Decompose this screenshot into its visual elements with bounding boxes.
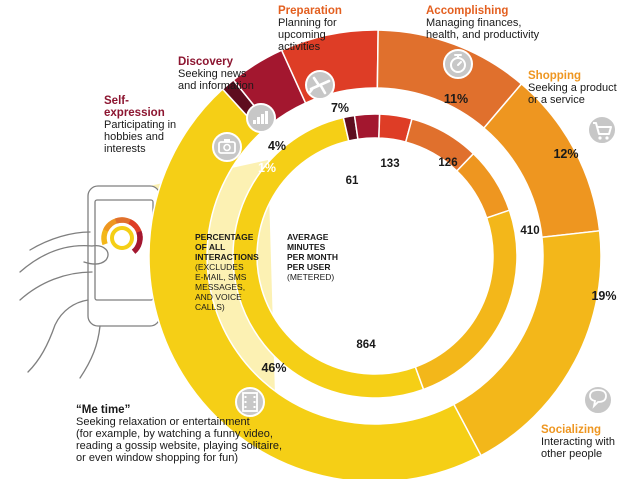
shopping-line: or a service [528, 94, 585, 106]
category-icons [212, 49, 617, 417]
preparation-line: upcoming [278, 29, 326, 41]
minutes-label-line: PER MONTH [287, 252, 338, 262]
accomplishing-line: Managing finances, [426, 17, 522, 29]
accomplishing-title: Accomplishing [426, 5, 509, 17]
center-right-label: AVERAGE MINUTES PER MONTH PER USER (METE… [287, 232, 338, 282]
self-expression-line: interests [104, 143, 146, 155]
category-preparation: Preparation Planning for upcoming activi… [278, 5, 342, 53]
self-expression-line: Participating in [104, 119, 177, 131]
outer-slice-label-preparation: 7% [331, 101, 349, 115]
self-expression-line: hobbies and [104, 131, 164, 143]
percentage-note-line: (EXCLUDES [195, 262, 244, 272]
outer-slice-label-me-time: 46% [261, 361, 286, 375]
ring-slice-shopping [455, 152, 511, 219]
inner-slice-label-socializing: 410 [520, 225, 539, 237]
accomplishing-line: health, and productivity [426, 29, 540, 41]
me-time-line: (for example, by watching a funny video, [76, 428, 273, 440]
self-expression-title: expression [104, 107, 165, 119]
me-time-line: or even window shopping for fun) [76, 452, 239, 464]
outer-slice-label-accomplishing: 11% [444, 92, 468, 106]
inner-slice-label-shopping: 126 [438, 157, 457, 169]
shopping-cart-icon [587, 115, 617, 145]
center-left-label: PERCENTAGE OF ALL INTERACTIONS (EXCLUDES… [195, 232, 259, 312]
phone-mini-ring-arc [131, 230, 143, 254]
preparation-line: activities [278, 41, 321, 53]
film-icon [235, 387, 265, 417]
ring-slice-socializing [414, 209, 518, 391]
minutes-label-line: PER USER [287, 262, 331, 272]
preparation-line: Planning for [278, 17, 337, 29]
discovery-line: Seeking news [178, 68, 247, 80]
minutes-label-line: AVERAGE [287, 232, 329, 242]
preparation-title: Preparation [278, 5, 342, 17]
inner-slice-label-preparation: 61 [346, 175, 359, 187]
outer-slice-label-socializing: 19% [591, 289, 616, 303]
socializing-line: other people [541, 448, 603, 460]
me-time-line: Seeking relaxation or entertainment [76, 416, 250, 428]
camera-icon [212, 132, 242, 162]
speech-bubble-icon [583, 385, 613, 415]
ring-slice-me-time [148, 88, 483, 479]
category-self-expression: Self- expression Participating in hobbie… [104, 95, 176, 155]
thumb-outline [83, 245, 109, 265]
category-discovery: Discovery Seeking news and information [178, 56, 254, 92]
outer-slice-label-discovery: 4% [268, 139, 286, 153]
percentage-label-line: OF ALL [195, 242, 226, 252]
socializing-line: Interacting with [541, 436, 615, 448]
outer-slice-label-shopping: 12% [553, 147, 578, 161]
minutes-note-line: (METERED) [287, 272, 335, 282]
category-accomplishing: Accomplishing Managing finances, health,… [426, 5, 539, 41]
minutes-label-line: MINUTES [287, 242, 326, 252]
percentage-note-line: AND VOICE [195, 292, 242, 302]
category-shopping: Shopping Seeking a product or a service [528, 70, 617, 106]
ring-slice-discovery [353, 113, 381, 141]
socializing-title: Socializing [541, 424, 602, 436]
outer-slice-label-self-expression: 1% [258, 161, 276, 175]
phone-mini-inner-ring [110, 226, 134, 250]
self-expression-title: Self- [104, 95, 129, 107]
discovery-line: and information [178, 80, 254, 92]
airplane-icon [305, 70, 335, 100]
inner-slice-label-self-expression: 21 [324, 202, 337, 214]
discovery-title: Discovery [178, 56, 233, 68]
category-me-time: “Me time” Seeking relaxation or entertai… [76, 404, 282, 464]
stopwatch-icon [443, 49, 473, 79]
percentage-note-line: CALLS) [195, 302, 225, 312]
outer-ring-labels: 46% 1% 4% 7% 11% 12% 19% [258, 92, 617, 375]
inner-slice-label-discovery: 47 [331, 191, 344, 203]
percentage-label-line: PERCENTAGE [195, 232, 254, 242]
me-time-line: reading a gossip website, playing solita… [76, 440, 283, 452]
percentage-note-line: MESSAGES, [195, 282, 246, 292]
percentage-label-line: INTERACTIONS [195, 252, 259, 262]
shopping-line: Seeking a product [528, 82, 617, 94]
ring-slice-socializing [452, 229, 602, 457]
inner-slice-label-me-time: 864 [356, 339, 376, 351]
inner-slice-label-accomplishing: 133 [380, 158, 399, 170]
me-time-title: “Me time” [76, 404, 131, 416]
category-socializing: Socializing Interacting with other peopl… [541, 424, 615, 460]
inner-ring-minutes [232, 113, 518, 399]
shopping-title: Shopping [528, 70, 582, 82]
hand-outline [19, 231, 101, 379]
signal-icon [246, 103, 276, 133]
percentage-note-line: E-MAIL, SMS [195, 272, 247, 282]
